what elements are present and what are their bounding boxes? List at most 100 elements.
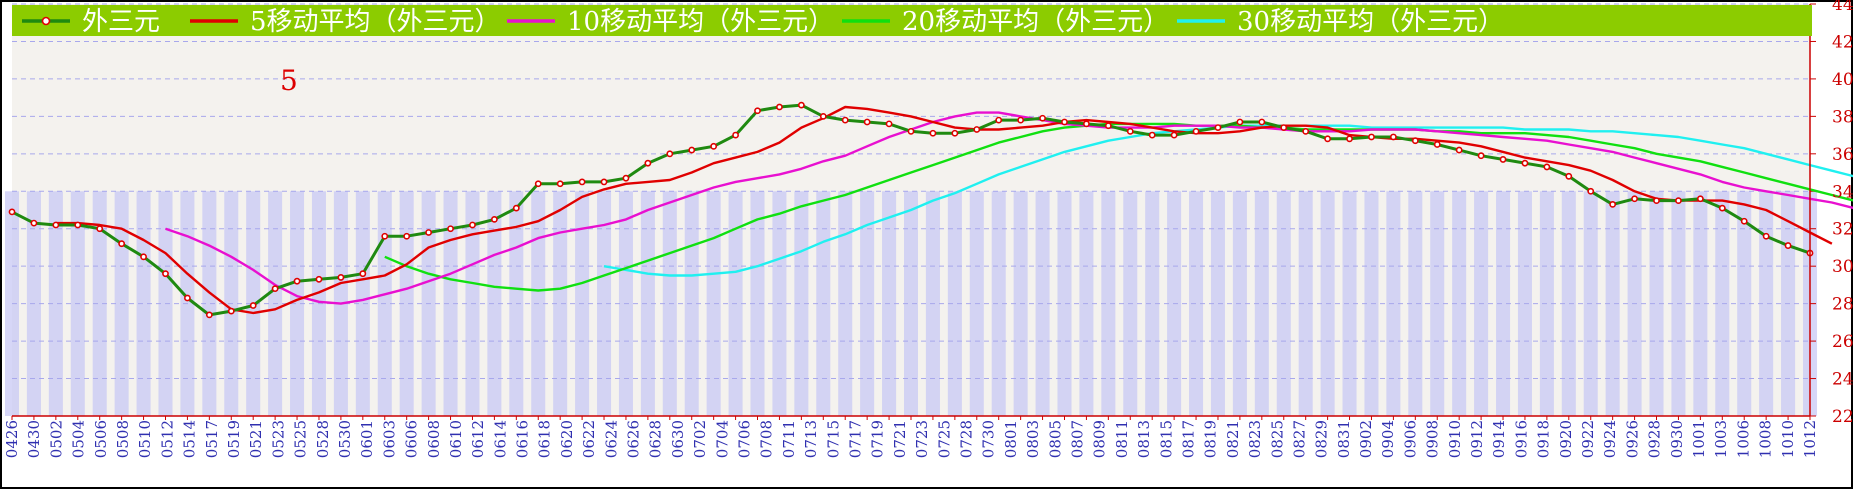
- x-tick-label: 0620: [558, 420, 576, 458]
- data-point: [96, 225, 104, 233]
- data-point: [227, 307, 235, 315]
- x-tick-label: 0514: [181, 420, 199, 458]
- data-point: [447, 225, 454, 233]
- x-tick-label: 0706: [736, 420, 754, 458]
- legend-label-2: 10移动平均（外三元）: [567, 7, 834, 37]
- x-tick-label: 0730: [980, 420, 998, 458]
- volume-bar: [1298, 191, 1313, 416]
- x-tick-label: 0426: [3, 420, 21, 458]
- volume-bar: [947, 191, 962, 416]
- series-line-1: [55, 105, 1833, 315]
- data-point: [359, 270, 367, 278]
- data-point: [1192, 127, 1200, 135]
- x-tick-label: 0510: [136, 420, 154, 458]
- data-point: [776, 103, 783, 111]
- y-tick-label: 36: [1832, 145, 1853, 165]
- data-point: [1148, 131, 1156, 139]
- volume-bar: [1057, 191, 1072, 416]
- data-point: [205, 311, 213, 319]
- axes: [11, 4, 1811, 420]
- x-tick-label: 0823: [1246, 420, 1264, 458]
- x-tick-label: 0624: [602, 420, 620, 458]
- data-point: [469, 221, 476, 229]
- data-point: [118, 240, 126, 248]
- data-point: [710, 142, 718, 150]
- data-point: [1675, 197, 1682, 205]
- volume-bar: [1452, 191, 1467, 416]
- volume-bar: [750, 191, 765, 416]
- x-tick-label: 0918: [1535, 420, 1553, 458]
- data-point: [425, 229, 433, 236]
- data-point: [1061, 118, 1068, 126]
- x-tick-label: 0519: [225, 420, 243, 458]
- data-point: [995, 116, 1003, 124]
- x-tick-label: 0805: [1046, 420, 1064, 458]
- x-tick-label: 0803: [1024, 420, 1042, 458]
- x-tick-label: 0728: [957, 420, 975, 458]
- volume-bar: [597, 191, 612, 416]
- x-tick-label: 0817: [1179, 420, 1197, 458]
- volume-bar: [1605, 191, 1620, 416]
- x-tick-label: 1001: [1690, 420, 1708, 458]
- data-point: [819, 112, 827, 120]
- x-tick-label: 0610: [447, 420, 465, 458]
- x-tick-label: 0910: [1446, 420, 1464, 458]
- data-point: [1389, 133, 1397, 141]
- x-tick-label: 0525: [292, 420, 310, 458]
- x-tick-label: 0809: [1091, 420, 1109, 458]
- x-tick-label: 0829: [1313, 420, 1331, 458]
- y-tick-label: 42: [1832, 32, 1853, 52]
- x-tick-label: 0815: [1157, 420, 1175, 458]
- data-point: [1170, 131, 1178, 139]
- data-point: [1543, 163, 1551, 171]
- data-point: [1762, 232, 1770, 240]
- x-tick-label: 0628: [647, 420, 665, 458]
- x-tick-label: 0711: [780, 420, 798, 458]
- x-tick-label: 0608: [425, 420, 443, 458]
- x-tick-label: 0930: [1668, 420, 1686, 458]
- data-point: [1368, 133, 1375, 141]
- data-point: [644, 159, 652, 167]
- y-tick-label: 30: [1832, 257, 1853, 277]
- x-tick-label: 0430: [25, 420, 43, 458]
- x-tick-label: 0618: [536, 420, 554, 458]
- data-point: [1324, 135, 1332, 143]
- volume-bar: [290, 191, 305, 416]
- data-point: [1126, 127, 1134, 135]
- data-point: [688, 146, 696, 154]
- data-point: [622, 174, 630, 182]
- x-tick-label: 0704: [713, 420, 731, 458]
- volume-bar: [903, 191, 919, 416]
- x-tick-label: 0821: [1224, 420, 1242, 458]
- x-tick-label: 0928: [1646, 420, 1664, 458]
- x-tick-label: 0908: [1424, 420, 1442, 458]
- data-point: [1258, 118, 1266, 126]
- data-point: [1280, 124, 1288, 131]
- data-point: [1104, 122, 1112, 130]
- data-point: [1587, 187, 1595, 195]
- legend-label-3: 20移动平均（外三元）: [902, 7, 1169, 37]
- x-tick-label: 0902: [1357, 420, 1375, 458]
- x-tick-label: 0622: [580, 420, 598, 458]
- y-tick-label: 40: [1832, 70, 1853, 90]
- legend-background: [12, 5, 1812, 36]
- x-tick-label: 0517: [203, 420, 221, 458]
- x-tick-label: 0924: [1601, 420, 1619, 458]
- data-point: [315, 275, 323, 283]
- x-tick-label: 0920: [1557, 420, 1575, 458]
- volume-bar: [1408, 191, 1423, 416]
- x-tick-label: 0530: [336, 420, 354, 458]
- data-point: [1083, 120, 1090, 128]
- data-point: [30, 219, 38, 227]
- volume-bar: [443, 191, 458, 416]
- x-tick-label: 0813: [1135, 420, 1153, 458]
- data-point: [74, 221, 82, 229]
- data-point: [841, 116, 849, 124]
- legend-label-0: 外三元: [82, 7, 160, 37]
- data-point: [973, 126, 981, 133]
- x-tick-label: 0906: [1401, 420, 1419, 458]
- x-tick-label: 0725: [935, 420, 953, 458]
- x-tick-label: 0614: [491, 420, 509, 458]
